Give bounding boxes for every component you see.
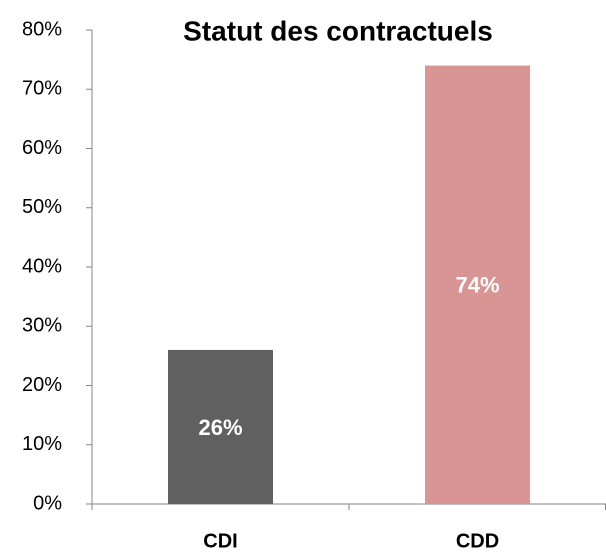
x-tick-label: CDD xyxy=(456,530,499,552)
chart-title: Statut des contractuels xyxy=(183,15,493,46)
data-label: 74% xyxy=(455,273,499,298)
data-label: 26% xyxy=(198,415,242,440)
bar xyxy=(168,349,273,504)
y-tick-label: 50% xyxy=(22,196,62,218)
y-tick-label: 20% xyxy=(22,374,62,396)
y-tick-label: 40% xyxy=(22,255,62,277)
y-tick-label: 10% xyxy=(22,433,62,455)
y-tick-label: 70% xyxy=(22,78,62,100)
x-tick-label: CDI xyxy=(203,530,237,552)
y-tick-label: 0% xyxy=(33,492,62,514)
bar xyxy=(425,65,530,505)
y-tick-label: 60% xyxy=(22,137,62,159)
y-tick-label: 80% xyxy=(22,18,62,40)
y-tick-label: 30% xyxy=(22,315,62,337)
